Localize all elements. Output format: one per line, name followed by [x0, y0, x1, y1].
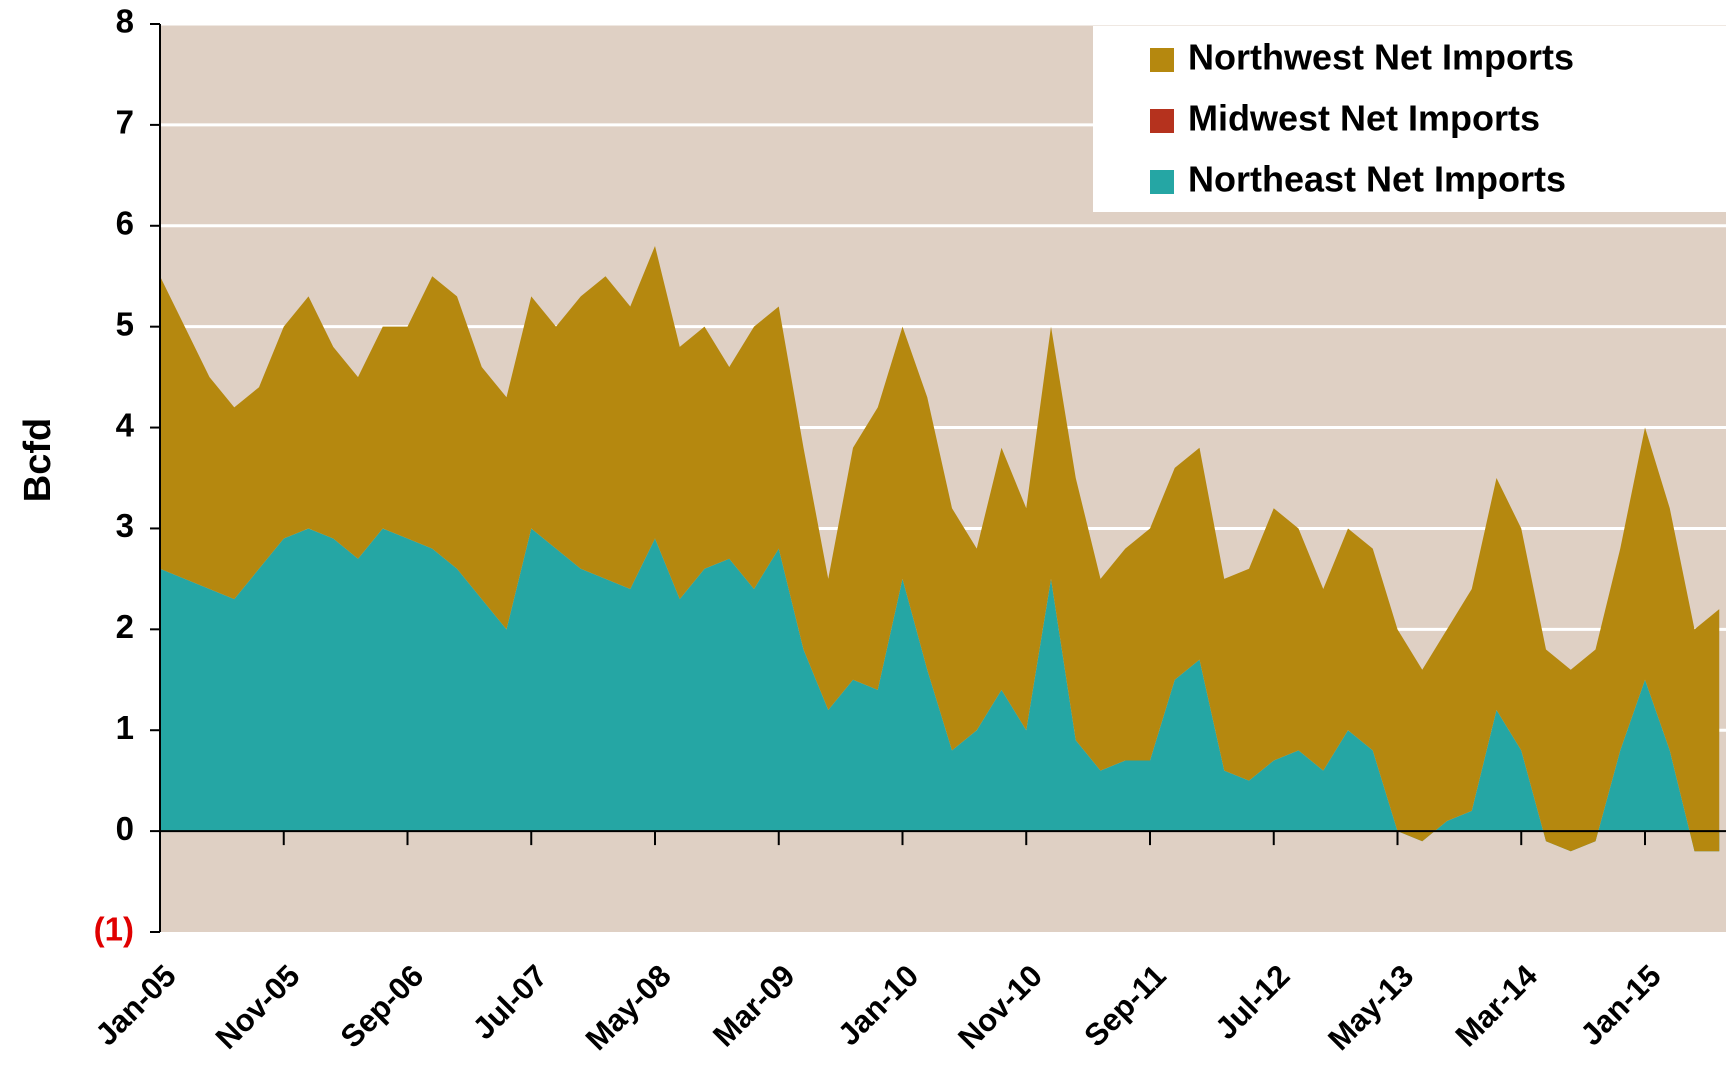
y-tick-label: 1: [116, 709, 134, 746]
y-tick-label: 6: [116, 204, 134, 241]
legend-swatch: [1150, 170, 1174, 194]
y-tick-label: 0: [116, 810, 134, 847]
legend-swatch: [1150, 48, 1174, 72]
area: [160, 528, 1720, 852]
legend-label: Midwest Net Imports: [1188, 98, 1540, 139]
legend-label: Northwest Net Imports: [1188, 37, 1574, 78]
x-tick-label: Jul-07: [466, 958, 554, 1046]
y-tick-label: 2: [116, 608, 134, 645]
x-tick-label: Jan-10: [831, 958, 925, 1052]
x-tick-label: Sep-06: [334, 958, 431, 1055]
legend-label: Northeast Net Imports: [1188, 159, 1566, 200]
x-tick-label: Mar-14: [1449, 957, 1545, 1053]
x-tick-label: Sep-11: [1077, 958, 1172, 1053]
x-tick-label: Jan-05: [89, 958, 183, 1052]
y-tick-label: (1): [94, 911, 134, 948]
y-tick-label: 8: [116, 3, 134, 40]
legend-swatch: [1150, 109, 1174, 133]
x-tick-label: Nov-05: [209, 958, 307, 1056]
x-tick-label: Nov-10: [951, 958, 1049, 1056]
x-tick-label: May-08: [579, 958, 678, 1057]
legend-box: [1093, 26, 1726, 212]
y-axis-title: Bcfd: [17, 418, 59, 502]
x-tick-label: Mar-09: [706, 958, 801, 1053]
y-tick-label: 5: [116, 305, 134, 342]
x-tick-label: Jul-12: [1208, 958, 1296, 1046]
x-tick-label: Jan-15: [1574, 958, 1668, 1052]
y-tick-label: 4: [116, 406, 135, 443]
area: [160, 245, 1720, 852]
y-tick-label: 3: [116, 507, 134, 544]
x-tick-label: May-13: [1321, 958, 1420, 1057]
y-tick-label: 7: [116, 104, 134, 141]
